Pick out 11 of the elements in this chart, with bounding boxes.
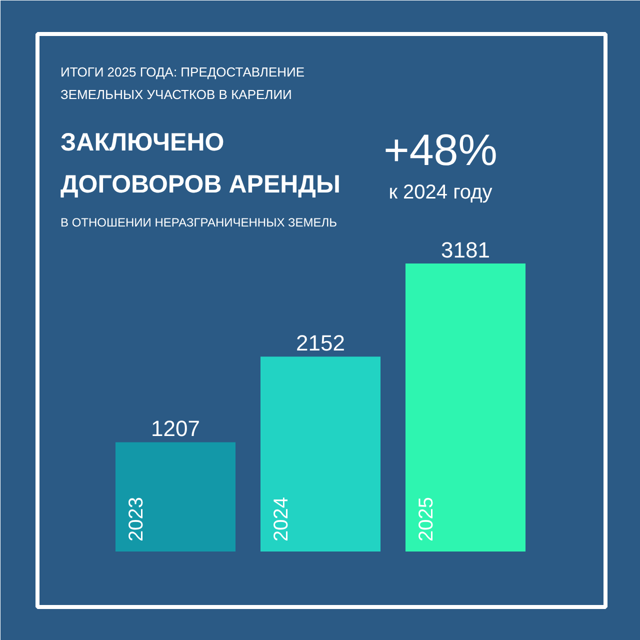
text: ИТОГИ 2025 ГОДА: ПРЕДОСТАВЛЕНИЕ ЗЕМЕЛЬНЫХ УЧАСТКОВ В КАРЕЛИИ <box>60 64 305 102</box>
x-tick-label: 2025 <box>416 497 438 542</box>
data-label: 2152 <box>296 330 345 356</box>
x-tick-label: 2024 <box>270 497 292 542</box>
data-label: 3181 <box>441 238 490 262</box>
data-label: 1207 <box>151 416 200 442</box>
text: +48% <box>384 126 498 175</box>
chart-subtitle: В ОТНОШЕНИИ НЕРАЗГРАНИЧЕННЫХ ЗЕМЕЛЬ <box>60 216 338 230</box>
chart-title: ЗАКЛЮЧЕНО ДОГОВОРОВ АРЕНДЫ <box>60 128 340 198</box>
x-tick-label: 2023 <box>126 497 148 542</box>
text: к 2024 году <box>388 182 492 204</box>
